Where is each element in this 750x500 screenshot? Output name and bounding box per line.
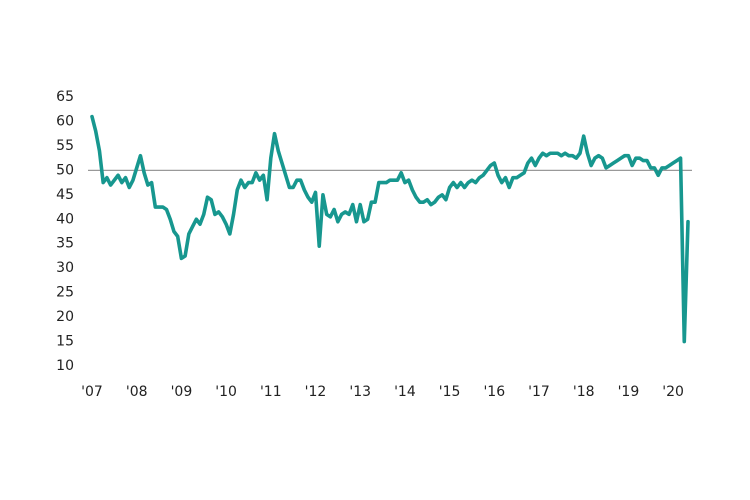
y-tick-label: 15 [56, 334, 74, 350]
x-tick-label: '18 [573, 384, 595, 400]
x-tick-label: '08 [126, 384, 148, 400]
y-tick-label: 55 [56, 138, 74, 154]
x-tick-label: '15 [439, 384, 461, 400]
x-tick-label: '07 [81, 384, 103, 400]
x-tick-label: '20 [662, 384, 684, 400]
x-tick-label: '11 [260, 384, 282, 400]
x-tick-label: '12 [305, 384, 327, 400]
y-tick-label: 65 [56, 89, 74, 105]
y-tick-label: 10 [56, 358, 74, 374]
x-tick-label: '19 [618, 384, 640, 400]
y-tick-label: 25 [56, 285, 74, 301]
line [90, 114, 690, 344]
y-tick-label: 45 [56, 187, 74, 203]
y-tick-label: 40 [56, 211, 74, 227]
x-tick-label: '14 [394, 384, 416, 400]
x-tick-label: '13 [349, 384, 371, 400]
x-tick-label: '16 [483, 384, 505, 400]
y-tick-label: 60 [56, 113, 74, 129]
y-tick-label: 30 [56, 260, 74, 276]
y-tick-label: 35 [56, 236, 74, 252]
y-tick-label: 50 [56, 162, 74, 178]
x-tick-label: '17 [528, 384, 550, 400]
y-tick-label: 20 [56, 309, 74, 325]
x-tick-label: '09 [171, 384, 193, 400]
x-tick-label: '10 [215, 384, 237, 400]
